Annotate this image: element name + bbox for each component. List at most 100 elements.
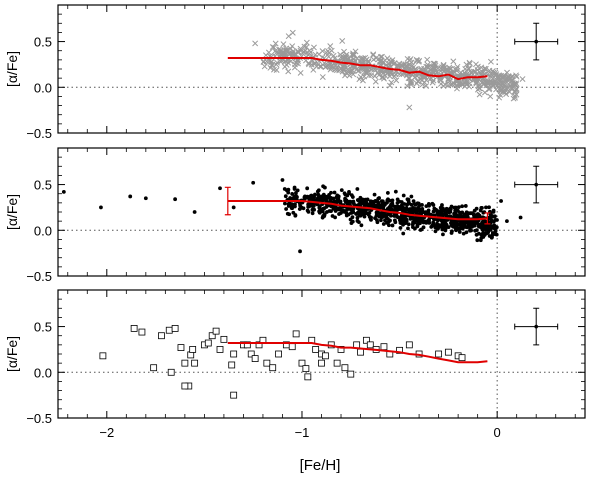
cross-marker [337,51,344,58]
dot-marker [401,231,406,236]
typical-error-center [534,39,539,44]
square-marker [208,332,216,340]
dot-marker [372,192,377,197]
dot-marker [481,231,486,236]
dot-marker [411,225,415,230]
dot-marker [292,185,297,190]
dot-marker [128,194,133,199]
cross-marker [496,94,503,101]
dot-marker [381,222,386,226]
square-marker [204,339,212,347]
dot-marker [440,218,445,223]
dot-marker [286,187,291,192]
dot-marker [475,238,480,243]
dot-marker [393,189,398,194]
dot-marker [390,208,395,212]
dot-marker [290,206,295,211]
dot-marker [382,202,387,207]
square-marker [341,364,349,372]
square-marker [230,350,238,358]
cross-marker [294,60,301,67]
cross-marker [339,38,346,44]
dot-marker [409,202,414,207]
y-tick-label: 0.5 [34,35,52,50]
dot-marker [173,197,178,202]
cross-marker [349,52,356,59]
dot-marker [372,199,377,204]
square-marker [275,350,282,358]
square-marker [255,341,263,349]
dot-marker [390,223,395,228]
dot-marker [337,212,341,216]
square-marker [347,370,355,378]
cross-marker [429,79,436,86]
cross-marker [487,58,494,65]
cross-marker [379,74,386,81]
trend-errorbar [484,212,491,225]
dot-marker [453,214,458,219]
cross-marker [297,69,304,76]
cross-marker [463,61,470,68]
ticks: −0.5 0.0 0.5 −2 −1 0 [26,289,585,440]
dot-marker [491,209,496,214]
dot-marker [393,220,398,225]
cross-marker [453,65,460,72]
cross-marker [370,51,377,58]
dot-marker [282,187,287,191]
square-marker [288,343,296,351]
square-marker [318,359,325,367]
dot-marker [475,214,480,219]
cross-marker [327,43,334,50]
cross-marker [416,75,423,82]
dot-marker [411,215,415,220]
dot-marker [357,220,361,224]
cross-marker [273,49,280,56]
dot-marker [437,211,442,215]
dot-marker [484,205,488,210]
cross-marker [456,81,463,88]
cross-marker [362,54,369,61]
cross-marker [496,77,503,84]
dot-marker [484,231,489,236]
cross-marker [432,67,439,74]
cross-marker [321,60,328,67]
dot-marker [499,199,503,203]
dot-marker [336,194,341,199]
cross-marker [505,81,512,87]
cross-marker [427,76,434,83]
dot-marker [409,194,414,199]
panel-2: −0.5 0.0 0.5 [α/Fe] [4,147,586,284]
cross-marker [510,95,517,102]
dot-marker [302,195,307,200]
square-marker [216,346,224,353]
dot-marker [436,218,440,223]
dot-marker [61,189,66,194]
cross-marker [332,66,339,73]
dot-marker [466,223,471,227]
cross-marker [487,93,494,100]
dot-marker [386,197,390,202]
dot-marker [460,210,465,215]
cross-marker [373,55,380,61]
dot-marker [433,229,438,234]
dot-marker [396,204,401,209]
dot-marker [505,219,509,224]
y-axis-label: [α/Fe] [4,194,20,230]
dot-marker [316,192,321,197]
dot-marker [412,208,417,213]
cross-marker [350,71,357,78]
square-marker [212,327,220,335]
cross-marker [342,72,349,79]
panel-3: −0.5 0.0 0.5 −2 −1 0 [α/Fe] [4,289,586,440]
cross-marker [379,53,385,60]
square-marker [158,332,165,340]
dot-marker [488,224,493,229]
dot-marker [435,221,439,226]
cross-marker [481,65,488,72]
dot-marker [375,211,380,215]
cross-marker [508,84,515,91]
dot-marker [328,198,333,203]
dot-marker [458,213,463,218]
y-tick-label: −0.5 [26,269,52,284]
dot-marker [280,178,285,182]
